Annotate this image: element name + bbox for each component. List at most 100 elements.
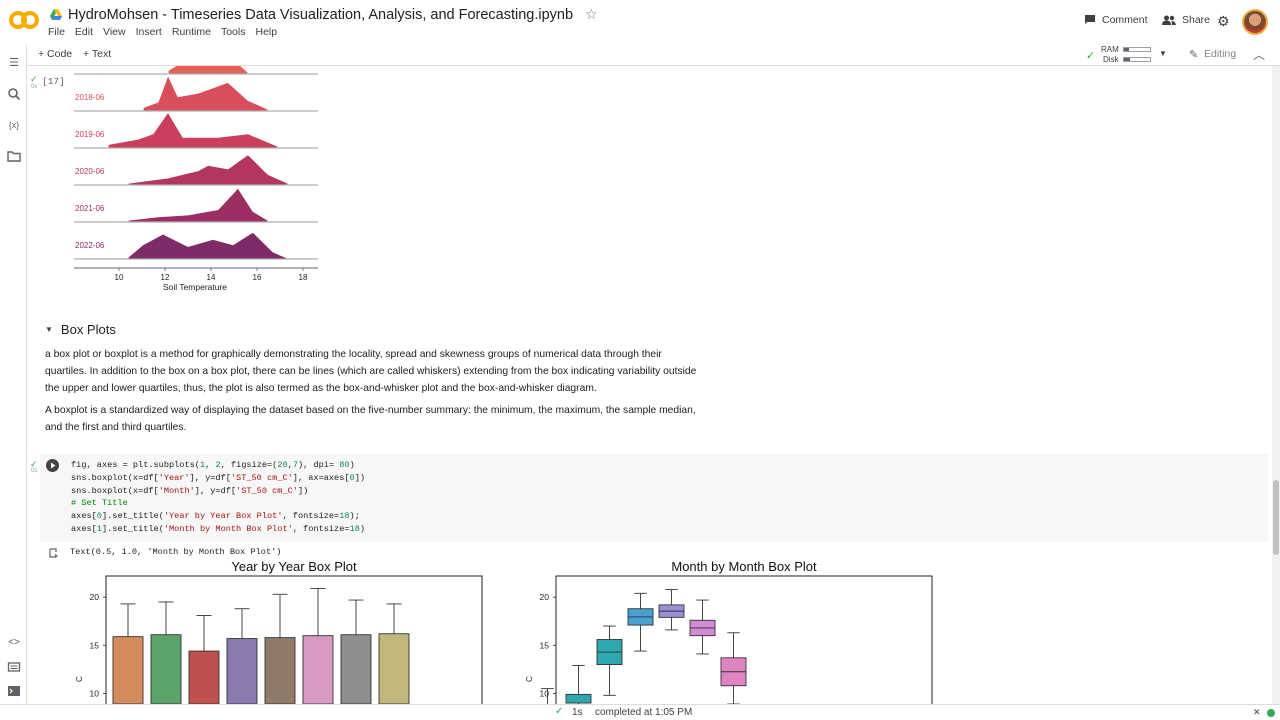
ridge-plot: 2017-062018-062019-062020-062021-062022-… xyxy=(74,66,318,292)
notebook-title[interactable]: HydroMohsen - Timeseries Data Visualizat… xyxy=(68,6,574,23)
status-check-icon: ✓ xyxy=(555,706,564,717)
menu-edit[interactable]: Edit xyxy=(74,26,94,38)
plot-frame xyxy=(105,575,483,704)
code-cell-duration: 0s xyxy=(31,468,38,474)
command-palette-icon[interactable] xyxy=(7,660,21,674)
close-status-icon[interactable]: ✕ xyxy=(1253,707,1261,717)
boxplot-description-2: A boxplot is a standardized way of displ… xyxy=(45,405,696,433)
colab-logo[interactable] xyxy=(9,9,39,31)
collapse-header-icon[interactable]: ︿ xyxy=(1253,48,1266,62)
ridge-row-label: 2021-06 xyxy=(75,204,105,213)
connection-status-icon xyxy=(1267,709,1275,717)
share-people-icon xyxy=(1162,15,1176,25)
y-axis-label: C xyxy=(75,676,84,682)
add-text-button[interactable]: + Text xyxy=(83,48,112,60)
ridge-x-tick-label: 18 xyxy=(299,273,308,282)
menu-file[interactable]: File xyxy=(48,26,65,38)
box xyxy=(188,650,220,704)
chart-title: Year by Year Box Plot xyxy=(231,559,357,574)
ridge-row-label: 2019-06 xyxy=(75,130,105,139)
settings-button[interactable]: ⚙ xyxy=(1217,13,1230,30)
toc-icon[interactable]: ☰ xyxy=(9,57,19,69)
y-tick-label: 20 xyxy=(90,592,100,602)
share-button[interactable]: Share xyxy=(1162,14,1210,26)
status-completed: completed at 1:05 PM xyxy=(595,707,693,718)
editing-mode[interactable]: Editing xyxy=(1204,48,1237,60)
gear-icon: ⚙ xyxy=(1217,13,1230,29)
ridge-x-tick-label: 12 xyxy=(161,273,170,282)
box xyxy=(302,635,334,704)
box xyxy=(226,638,258,704)
year-box-plot: Year by Year Box Plot 20 15 10 C xyxy=(75,559,483,704)
top-bar: HydroMohsen - Timeseries Data Visualizat… xyxy=(0,0,1280,44)
ridge-x-tick-label: 16 xyxy=(253,273,262,282)
section-title: Box Plots xyxy=(60,322,116,337)
search-icon[interactable] xyxy=(7,87,21,101)
scrollbar-track[interactable] xyxy=(1272,66,1280,704)
chart-title: Month by Month Box Plot xyxy=(671,559,817,574)
collapse-section-icon[interactable]: ▼ xyxy=(45,325,53,334)
menu-view[interactable]: View xyxy=(103,26,126,38)
notebook-content[interactable]: ✓ 0s [17] 2017-062018-062019-062020-0620… xyxy=(28,66,1272,704)
disk-label: Disk xyxy=(1103,55,1119,64)
y-tick-label: 15 xyxy=(90,640,100,650)
resources-dropdown-icon[interactable]: ▼ xyxy=(1159,49,1167,58)
add-code-button[interactable]: + Code xyxy=(38,48,73,60)
ridge-x-label: Soil Temperature xyxy=(163,282,227,292)
section-heading[interactable]: ▼ Box Plots xyxy=(45,322,116,337)
ridge-row-label: 2020-06 xyxy=(75,167,105,176)
ram-label: RAM xyxy=(1101,45,1119,54)
box xyxy=(150,634,182,704)
output-menu-icon[interactable] xyxy=(49,548,60,559)
ridge-x-tick-label: 10 xyxy=(115,273,124,282)
menu-help[interactable]: Help xyxy=(255,26,278,38)
code-cell-check-icon: ✓ xyxy=(30,459,38,469)
ridge-density-2019-06 xyxy=(107,110,279,149)
run-cell-button[interactable] xyxy=(46,459,59,472)
plot-frame xyxy=(555,575,933,704)
y-tick-label: 10 xyxy=(540,688,550,698)
menu-runtime[interactable]: Runtime xyxy=(171,26,211,38)
ridge-density-2021-06 xyxy=(127,186,269,223)
cell-success-check-icon: ✓ xyxy=(30,74,38,84)
code-snippets-icon[interactable]: <> xyxy=(8,637,20,648)
ridge-density-2017-06 xyxy=(167,66,249,75)
cell-output-text: Text(0.5, 1.0, 'Month by Month Box Plot'… xyxy=(70,547,282,557)
star-icon[interactable]: ☆ xyxy=(585,6,598,22)
ridge-row-label: 2018-06 xyxy=(75,93,105,102)
box xyxy=(264,637,296,704)
notebook-toolbar: + Code + Text ✓ RAM Disk ▼ ✎ Editing ︿ xyxy=(0,44,1280,66)
menu-insert[interactable]: Insert xyxy=(135,26,162,38)
avatar[interactable] xyxy=(1242,9,1268,35)
cell-exec-count: [17] xyxy=(42,76,65,87)
connected-check-icon: ✓ xyxy=(1086,50,1096,62)
drive-icon[interactable] xyxy=(50,9,62,20)
disk-meter[interactable] xyxy=(1123,57,1151,62)
left-sidebar: ☰ {x} <> xyxy=(0,44,27,704)
menu-tools[interactable]: Tools xyxy=(220,26,246,38)
variables-icon[interactable]: {x} xyxy=(8,120,20,130)
y-tick-label: 10 xyxy=(90,688,100,698)
ridge-density-2018-06 xyxy=(142,73,269,112)
box xyxy=(565,693,592,704)
ridge-density-2020-06 xyxy=(127,153,289,186)
y-tick-label: 15 xyxy=(540,640,550,650)
y-axis-label: C xyxy=(525,676,534,682)
terminal-icon[interactable] xyxy=(7,684,21,698)
ridge-row-label: 2022-06 xyxy=(75,241,105,250)
code-editor[interactable]: fig, axes = plt.subplots(1, 2, figsize=(… xyxy=(71,460,366,534)
comment-button[interactable]: Comment xyxy=(1084,14,1148,26)
ram-meter[interactable] xyxy=(1123,47,1151,52)
cell-duration: 0s xyxy=(31,84,38,90)
code-cell[interactable]: fig, axes = plt.subplots(1, 2, figsize=(… xyxy=(40,454,1268,542)
status-duration: 1s xyxy=(572,707,583,718)
menu-bar: File Edit View Insert Runtime Tools Help xyxy=(48,26,277,38)
boxplot-description-1: a box plot or boxplot is a method for gr… xyxy=(45,349,697,394)
box xyxy=(378,633,410,704)
month-box-plot: Month by Month Box Plot 20 15 10 C xyxy=(525,559,933,704)
status-bar: ✓ 1s completed at 1:05 PM ✕ xyxy=(0,704,1280,720)
scrollbar-thumb[interactable] xyxy=(1273,480,1279,555)
folder-icon[interactable] xyxy=(7,149,21,163)
ridge-density-2022-06 xyxy=(127,231,289,260)
pencil-icon: ✎ xyxy=(1189,49,1199,61)
